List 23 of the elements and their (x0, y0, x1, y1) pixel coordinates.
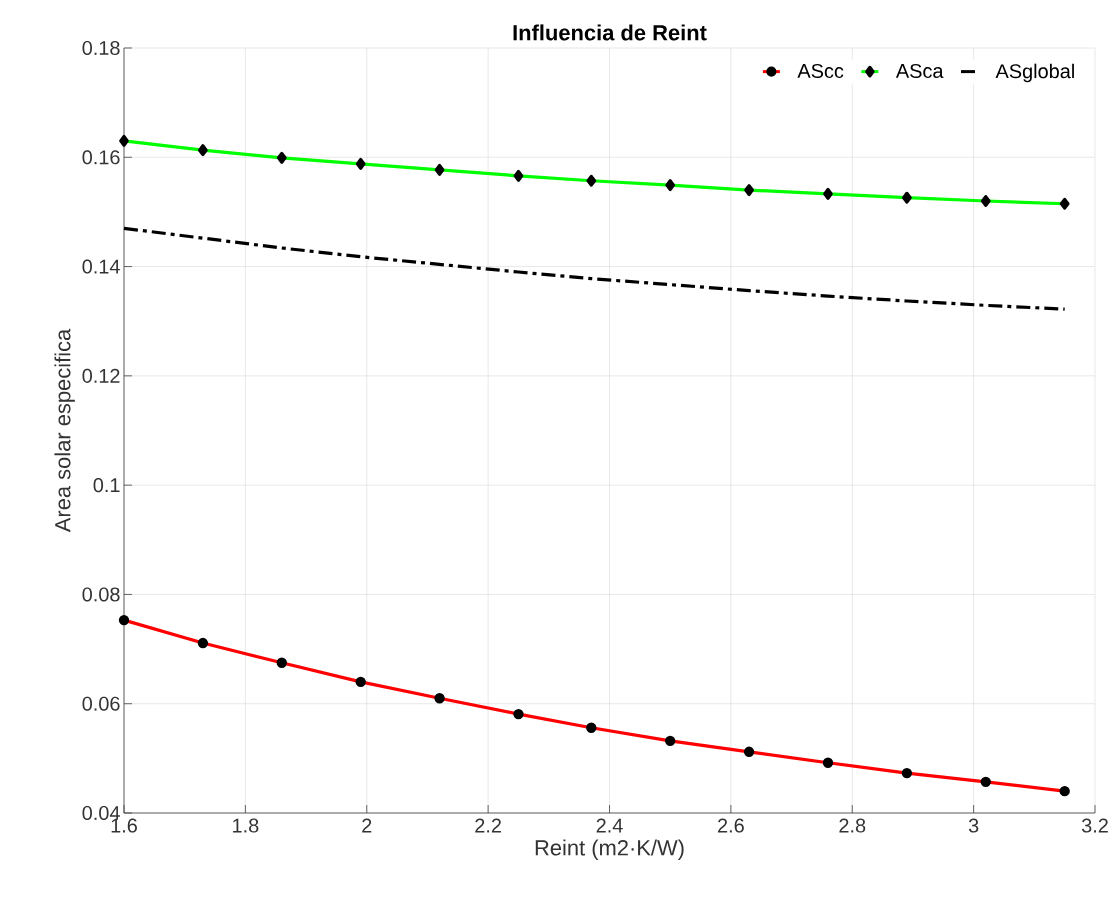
x-tick-label: 2.8 (839, 818, 866, 833)
y-tick-label: 0.16 (82, 150, 120, 165)
x-tick-label: 3 (968, 818, 979, 833)
y-tick-label: 0.04 (82, 805, 120, 821)
x-tick-label: 2 (362, 818, 372, 833)
legend-label: ASglobal (995, 63, 1074, 83)
x-tick-label: 2.2 (475, 818, 501, 833)
y-tick-label: 0.1 (93, 478, 120, 493)
legend-label: AScc (797, 63, 844, 79)
y-tick-label: 0.14 (82, 259, 120, 274)
x-tick-label: 2.4 (596, 818, 623, 833)
x-tick-label: 1.8 (233, 818, 259, 833)
x-tick-label: 2.6 (718, 818, 744, 833)
y-tick-label: 0.12 (82, 368, 120, 383)
y-tick-label: 0.08 (82, 587, 120, 602)
y-tick-label: 0.06 (82, 696, 120, 711)
x-axis-title: Reint (m2·K/W) (535, 839, 684, 860)
x-tick-label: 1.6 (111, 818, 137, 833)
x-tick-label: 3.2 (1081, 818, 1108, 833)
y-axis-title: Area solar especifica (54, 328, 75, 533)
y-tick-label: 0.18 (82, 40, 120, 56)
legend-label: ASca (895, 63, 944, 79)
chart-title: Influencia de Reint (513, 24, 707, 41)
